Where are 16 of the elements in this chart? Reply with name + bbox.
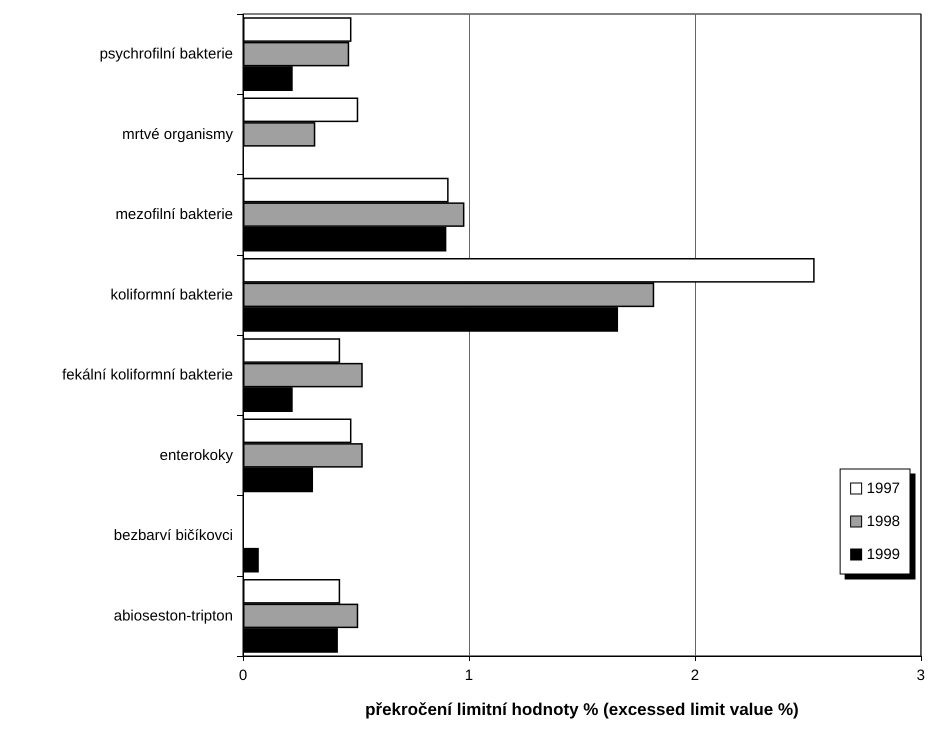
y-tick-label: fekální koliformní bakterie [62,366,233,384]
x-tick-label: 3 [916,667,925,684]
y-tick-label: psychrofilní bakterie [100,46,233,63]
y-tick-label: koliformní bakterie [110,286,233,304]
x-tick-label: 2 [690,667,700,684]
legend-label: 1998 [866,513,900,530]
x-tick-label: 0 [238,667,248,684]
legend-label: 1997 [866,480,900,497]
y-tick-label: bezbarví bičíkovci [114,527,233,544]
x-axis-title: překročení limitní hodnoty % (excessed limit value %) [365,700,799,719]
legend-label: 1999 [866,546,900,563]
y-tick-label: abioseston-tripton [114,607,233,624]
y-tick-label: enterokoky [160,446,234,464]
y-tick-label: mezofilní bakterie [115,206,233,224]
x-tick-label: 1 [464,667,474,684]
y-tick-label: mrtvé organismy [122,126,234,143]
